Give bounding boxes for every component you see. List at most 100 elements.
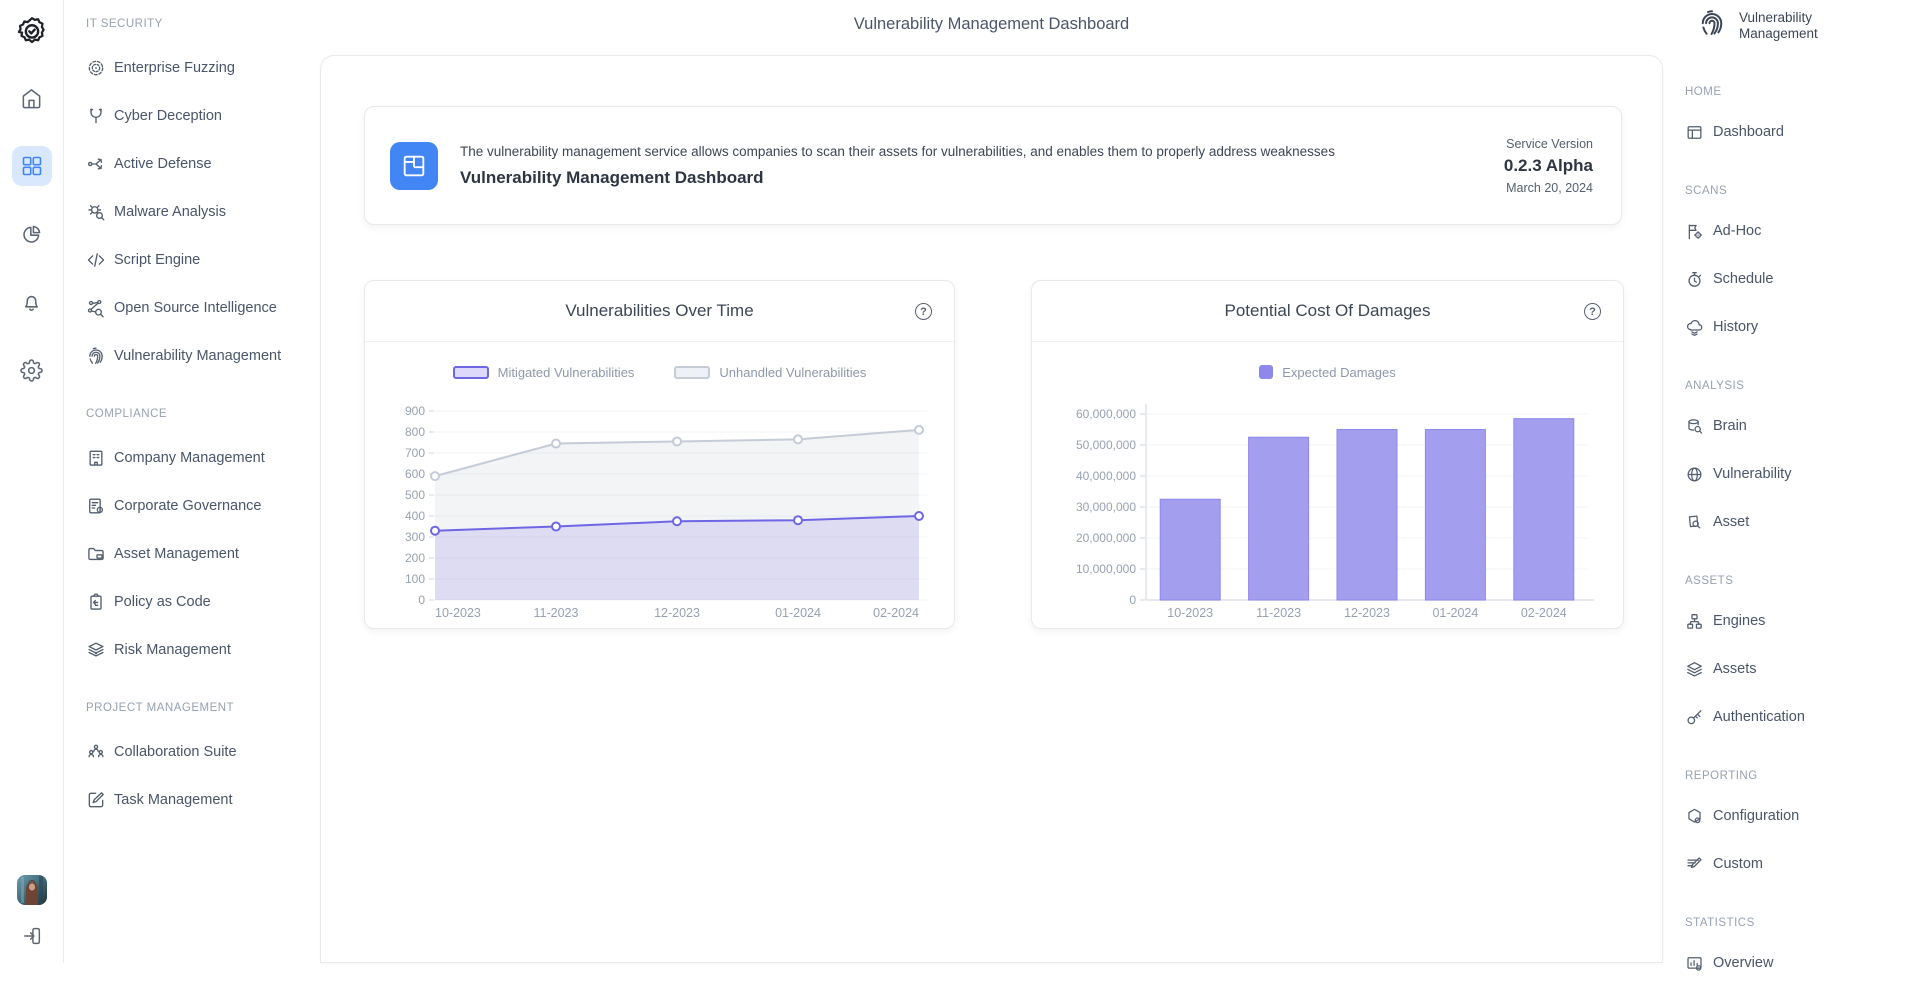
app: { "page_title": "Vulnerability Managemen…	[0, 0, 1920, 963]
rightnav-item-vulnerability[interactable]: Vulnerability	[1685, 450, 1920, 498]
rightnav-item-authentication[interactable]: Authentication	[1685, 693, 1920, 741]
rightnav-item-brain[interactable]: Brain	[1685, 402, 1920, 450]
service-info-card: The vulnerability management service all…	[364, 106, 1622, 225]
legend-label: Mitigated Vulnerabilities	[498, 365, 635, 380]
charts-row: Vulnerabilities Over Time ? Mitigated Vu…	[364, 280, 1624, 629]
sidebar-item-malware-analysis[interactable]: Malware Analysis	[86, 188, 320, 236]
nav-item-label: Malware Analysis	[114, 204, 226, 220]
avatar-photo	[17, 875, 47, 905]
sidebar-section-compliance: COMPLIANCE	[86, 406, 320, 422]
rail-grid-icon[interactable]	[12, 146, 52, 186]
line-chart-card: Vulnerabilities Over Time ? Mitigated Vu…	[364, 280, 955, 629]
fingerprint-icon	[1697, 8, 1729, 44]
nav-item-label: Assets	[1713, 661, 1757, 677]
nav-item-label: Schedule	[1713, 271, 1773, 287]
rightnav-item-asset[interactable]: Asset	[1685, 498, 1920, 546]
sidebar-item-script-engine[interactable]: Script Engine	[86, 236, 320, 284]
svg-text:200: 200	[405, 551, 425, 565]
sign-out-icon[interactable]	[17, 921, 47, 951]
sidebar-item-collaboration-suite[interactable]: Collaboration Suite	[86, 728, 320, 776]
sidebar-item-corporate-governance[interactable]: Corporate Governance	[86, 482, 320, 530]
rightnav-item-assets[interactable]: Assets	[1685, 645, 1920, 693]
sidebar-item-cyber-deception[interactable]: Cyber Deception	[86, 92, 320, 140]
nav-item-label: Authentication	[1713, 709, 1805, 725]
sidebar-item-task-management[interactable]: Task Management	[86, 776, 320, 824]
sidebar-item-risk-management[interactable]: Risk Management	[86, 626, 320, 674]
rightnav-section-home: HOME	[1685, 84, 1920, 100]
rightnav-item-engines[interactable]: Engines	[1685, 597, 1920, 645]
nav-item-label: Task Management	[114, 792, 232, 808]
cloud-layers-icon	[1685, 317, 1707, 337]
svg-text:01-2024: 01-2024	[1432, 606, 1478, 620]
nav-item-label: Collaboration Suite	[114, 744, 237, 760]
fingerprint-icon	[86, 346, 108, 366]
sidebar-item-enterprise-fuzzing[interactable]: Enterprise Fuzzing	[86, 44, 320, 92]
folder-icon	[86, 544, 108, 564]
clipboard-arrow-icon	[86, 592, 108, 612]
rail-gear-icon[interactable]	[12, 350, 52, 390]
help-icon[interactable]: ?	[1584, 303, 1601, 320]
rightnav-item-schedule[interactable]: Schedule	[1685, 255, 1920, 303]
rightnav-item-overview[interactable]: Overview	[1685, 939, 1920, 987]
globe-icon	[1685, 464, 1707, 484]
legend-unhandled-vulnerabilities[interactable]: Unhandled Vulnerabilities	[674, 365, 866, 380]
nav-item-label: Open Source Intelligence	[114, 300, 277, 316]
nav-item-label: Active Defense	[114, 156, 212, 172]
help-icon[interactable]: ?	[915, 303, 932, 320]
nav-item-label: Policy as Code	[114, 594, 211, 610]
service-description: The vulnerability management service all…	[460, 144, 1504, 159]
svg-text:800: 800	[405, 425, 425, 439]
edit-square-icon	[86, 790, 108, 810]
rightnav-item-history[interactable]: History	[1685, 303, 1920, 351]
rail-buttons	[12, 56, 52, 390]
svg-text:60,000,000: 60,000,000	[1076, 407, 1136, 421]
svg-text:50,000,000: 50,000,000	[1076, 438, 1136, 452]
svg-text:600: 600	[405, 467, 425, 481]
service-version-value: 0.2.3 Alpha	[1504, 156, 1593, 176]
avatar[interactable]	[17, 875, 47, 905]
svg-text:0: 0	[1129, 593, 1136, 607]
sidebar-item-policy-as-code[interactable]: Policy as Code	[86, 578, 320, 626]
layers-icon	[1685, 659, 1707, 679]
nav-item-label: Vulnerability	[1713, 466, 1791, 482]
legend-expected-damages[interactable]: Expected Damages	[1259, 365, 1395, 380]
sidebar-item-active-defense[interactable]: Active Defense	[86, 140, 320, 188]
nav-item-label: Corporate Governance	[114, 498, 262, 514]
rightnav-item-dashboard[interactable]: Dashboard	[1685, 108, 1920, 156]
left-icon-rail	[0, 0, 64, 963]
bar-chart-title: Potential Cost Of Damages	[1225, 301, 1431, 321]
bar-chart-card: Potential Cost Of Damages ? Expected Dam…	[1031, 280, 1624, 629]
nav-item-label: Dashboard	[1713, 124, 1784, 140]
nav-item-label: Ad-Hoc	[1713, 223, 1761, 239]
line-chart-title: Vulnerabilities Over Time	[565, 301, 753, 321]
rail-bell-icon[interactable]	[12, 282, 52, 322]
sidebar-item-vulnerability-management[interactable]: Vulnerability Management	[86, 332, 320, 380]
bar-chart-plot: 010,000,00020,000,00030,000,00040,000,00…	[1056, 386, 1599, 631]
svg-text:40,000,000: 40,000,000	[1076, 469, 1136, 483]
legend-mitigated-vulnerabilities[interactable]: Mitigated Vulnerabilities	[453, 365, 635, 380]
rightnav-item-configuration[interactable]: Configuration	[1685, 792, 1920, 840]
legend-label: Expected Damages	[1282, 365, 1395, 380]
line-chart-header: Vulnerabilities Over Time ?	[365, 281, 954, 342]
svg-text:12-2023: 12-2023	[654, 606, 700, 620]
rail-pie-icon[interactable]	[12, 214, 52, 254]
main-content-card: The vulnerability management service all…	[320, 55, 1663, 963]
sidebar-item-company-management[interactable]: Company Management	[86, 434, 320, 482]
svg-text:12-2023: 12-2023	[1344, 606, 1390, 620]
svg-text:10,000,000: 10,000,000	[1076, 562, 1136, 576]
svg-text:02-2024: 02-2024	[873, 606, 919, 620]
legend-chip	[453, 366, 489, 379]
nav-item-label: History	[1713, 319, 1758, 335]
line-chart-svg: 010020030040050060070080090010-202311-20…	[389, 386, 932, 626]
rightnav-item-custom[interactable]: Custom	[1685, 840, 1920, 888]
svg-text:01-2024: 01-2024	[775, 606, 821, 620]
legend-label: Unhandled Vulnerabilities	[719, 365, 866, 380]
nav-item-label: Asset Management	[114, 546, 239, 562]
rightnav-item-ad-hoc[interactable]: Ad-Hoc	[1685, 207, 1920, 255]
page-search-icon	[1685, 512, 1707, 532]
sidebar-item-asset-management[interactable]: Asset Management	[86, 530, 320, 578]
sidebar-item-open-source-intelligence[interactable]: Open Source Intelligence	[86, 284, 320, 332]
rail-home-icon[interactable]	[12, 78, 52, 118]
right-sidebar: Vulnerability Management HOMEDashboardSC…	[1685, 0, 1920, 963]
db-search-icon	[1685, 416, 1707, 436]
